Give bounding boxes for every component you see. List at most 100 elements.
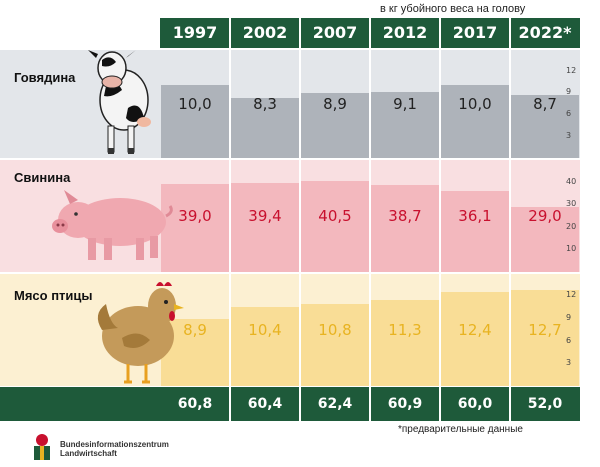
beef-tick: 12 bbox=[566, 65, 577, 75]
beef-value-2002: 8,3 bbox=[253, 95, 277, 113]
beef-label: Говядина bbox=[14, 70, 76, 85]
year-header-1997: 1997 bbox=[172, 23, 218, 42]
beef-separator bbox=[509, 50, 511, 158]
year-header-2007: 2007 bbox=[312, 23, 358, 42]
pork-separator bbox=[299, 160, 301, 272]
total-2022: 52,0 bbox=[527, 396, 563, 412]
poultry-tick: 12 bbox=[566, 290, 577, 300]
beef-bar-2007 bbox=[301, 93, 369, 158]
pork-separator bbox=[229, 160, 231, 272]
header-separator bbox=[369, 18, 371, 48]
poultry-bar-2017 bbox=[441, 292, 509, 386]
footer-separator bbox=[439, 387, 441, 421]
footer-separator bbox=[229, 387, 231, 421]
pork-separator bbox=[509, 160, 511, 272]
pork-separator bbox=[369, 160, 371, 272]
year-header-2017: 2017 bbox=[452, 23, 498, 42]
poultry-tick: 6 bbox=[566, 335, 572, 345]
pork-value-1997: 39,0 bbox=[178, 207, 212, 225]
poultry-separator bbox=[509, 274, 511, 386]
pork-tick: 10 bbox=[566, 244, 577, 254]
total-2012: 60,9 bbox=[387, 396, 423, 412]
header-separator bbox=[229, 18, 231, 48]
beef-tick: 3 bbox=[566, 131, 572, 141]
beef-value-2012: 9,1 bbox=[393, 95, 417, 113]
logo-line-2: Landwirtschaft bbox=[60, 449, 117, 458]
poultry-tick: 9 bbox=[566, 312, 572, 322]
year-header-2022: 2022* bbox=[518, 23, 572, 42]
cow-icon bbox=[88, 50, 151, 154]
beef-bar-2022 bbox=[511, 94, 579, 158]
beef-value-2007: 8,9 bbox=[323, 95, 347, 113]
poultry-value-2007: 10,8 bbox=[318, 321, 352, 339]
poultry-tick: 3 bbox=[566, 358, 572, 368]
pork-value-2012: 38,7 bbox=[388, 207, 422, 225]
pork-bar-2022 bbox=[511, 206, 579, 272]
poultry-value-1997: 8,9 bbox=[183, 321, 207, 339]
poultry-separator bbox=[369, 274, 371, 386]
poultry-value-2012: 11,3 bbox=[388, 321, 422, 339]
beef-bar-2017 bbox=[441, 85, 509, 158]
pork-bar-1997 bbox=[161, 184, 229, 272]
poultry-value-2017: 12,4 bbox=[458, 321, 492, 339]
pork-bar-2007 bbox=[301, 180, 369, 272]
year-header-2012: 2012 bbox=[382, 23, 428, 42]
pork-bar-2002 bbox=[231, 183, 299, 272]
total-1997: 60,8 bbox=[177, 396, 213, 412]
section-pork: 39,0 39,4 40,5 38,7 36,1 29,0 40 30 20 10 bbox=[0, 160, 580, 272]
year-header-2002: 2002 bbox=[242, 23, 288, 42]
pig-icon bbox=[52, 190, 173, 260]
beef-tick: 9 bbox=[566, 87, 572, 97]
poultry-label: Мясо птицы bbox=[14, 288, 93, 303]
pork-label: Свинина bbox=[14, 170, 71, 185]
section-poultry: 8,9 10,4 10,8 11,3 12,4 12,7 12 9 6 3 bbox=[0, 274, 580, 386]
ble-logo-icon bbox=[34, 434, 50, 460]
total-2002: 60,4 bbox=[247, 396, 283, 412]
total-2007: 62,4 bbox=[317, 396, 353, 412]
beef-bar-1997 bbox=[161, 85, 229, 158]
chicken-icon bbox=[97, 282, 184, 384]
poultry-bar-2007 bbox=[301, 304, 369, 386]
year-header-row: 1997 2002 2007 2012 2017 2022* bbox=[160, 18, 580, 48]
beef-separator bbox=[369, 50, 371, 158]
poultry-bar-2022 bbox=[511, 289, 579, 386]
pork-separator bbox=[439, 160, 441, 272]
beef-separator bbox=[229, 50, 231, 158]
pork-bar-2012 bbox=[371, 184, 439, 272]
beef-tick: 6 bbox=[566, 109, 572, 119]
poultry-separator bbox=[229, 274, 231, 386]
beef-bar-2002 bbox=[231, 97, 299, 158]
footer-separator bbox=[299, 387, 301, 421]
poultry-separator bbox=[299, 274, 301, 386]
pork-value-2022: 29,0 bbox=[528, 207, 562, 225]
beef-separator bbox=[439, 50, 441, 158]
beef-value-1997: 10,0 bbox=[178, 95, 212, 113]
total-2017: 60,0 bbox=[457, 396, 493, 412]
pork-value-2002: 39,4 bbox=[248, 207, 282, 225]
pork-bar-2017 bbox=[441, 190, 509, 272]
logo-text: Bundesinformationszentrum Landwirtschaft bbox=[60, 440, 169, 458]
poultry-value-2002: 10,4 bbox=[248, 321, 282, 339]
pork-tick: 30 bbox=[566, 199, 577, 209]
pork-value-2017: 36,1 bbox=[458, 207, 492, 225]
pork-tick: 40 bbox=[566, 176, 577, 186]
beef-value-2017: 10,0 bbox=[458, 95, 492, 113]
beef-bar-2012 bbox=[371, 91, 439, 158]
poultry-separator bbox=[439, 274, 441, 386]
poultry-bar-2002 bbox=[231, 307, 299, 386]
beef-value-2022: 8,7 bbox=[533, 95, 557, 113]
header-separator bbox=[299, 18, 301, 48]
poultry-value-2022: 12,7 bbox=[528, 321, 562, 339]
pork-value-2007: 40,5 bbox=[318, 207, 352, 225]
totals-row: 60,8 60,4 62,4 60,9 60,0 52,0 bbox=[0, 387, 580, 421]
section-beef: 10,0 8,3 8,9 9,1 10,0 8,7 12 9 6 3 bbox=[0, 50, 580, 158]
footnote: *предварительные данные bbox=[398, 424, 523, 435]
beef-separator bbox=[299, 50, 301, 158]
pork-tick: 20 bbox=[566, 221, 577, 231]
header-separator bbox=[509, 18, 511, 48]
footer-separator bbox=[509, 387, 511, 421]
logo-line-1: Bundesinformationszentrum bbox=[60, 440, 169, 449]
poultry-bar-2012 bbox=[371, 300, 439, 386]
footer-separator bbox=[369, 387, 371, 421]
